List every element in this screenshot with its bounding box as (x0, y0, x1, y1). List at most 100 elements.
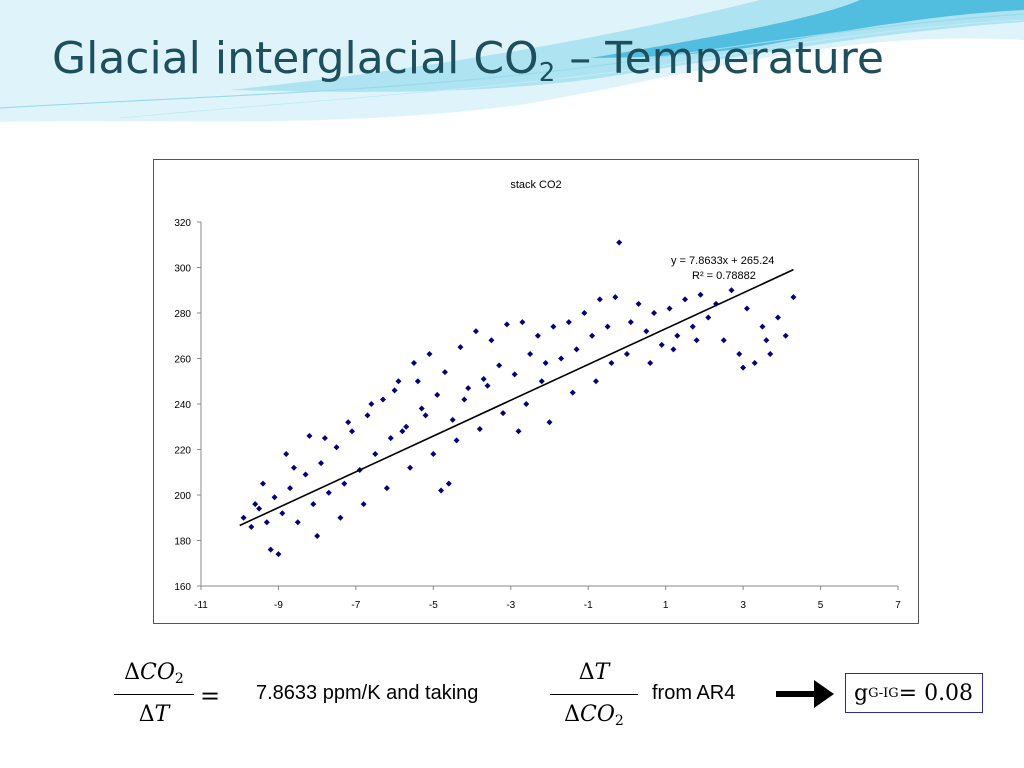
data-point (643, 328, 650, 335)
data-point (418, 405, 425, 412)
dco2-dt-fraction: ΔCO2 ΔT (114, 658, 194, 738)
data-point (391, 387, 398, 394)
data-point (697, 291, 704, 298)
trendline-r2: R² = 0.78882 (692, 270, 756, 282)
sensitivity-value: 7.8633 ppm/K and taking (256, 682, 479, 704)
fraction-denominator: ΔT (138, 702, 170, 727)
data-point (558, 355, 565, 362)
data-point (596, 296, 603, 303)
data-point (527, 350, 534, 357)
fraction-denominator: ΔCO2 (564, 702, 624, 729)
y-axis-ticks: 160 180 200 220 240 260 280 300 320 (174, 218, 201, 593)
data-point (736, 350, 743, 357)
data-point (383, 485, 390, 492)
data-point (515, 428, 522, 435)
fraction-numerator: ΔT (578, 660, 610, 685)
slide-title: Glacial interglacial CO2 – Temperature (52, 33, 884, 88)
right-arrow-icon (776, 680, 834, 708)
data-point (534, 332, 541, 339)
chart-canvas: stack CO2 160 180 200 220 240 260 280 300 320 -1… (174, 179, 901, 611)
data-point (627, 319, 634, 326)
x-tick-label: -1 (584, 600, 593, 611)
data-point (434, 391, 441, 398)
data-point (294, 519, 301, 526)
header-wave-line (0, 13, 1024, 109)
data-point (519, 319, 526, 326)
data-point (484, 382, 491, 389)
data-point (453, 437, 460, 444)
data-point (774, 314, 781, 321)
data-point (635, 300, 642, 307)
data-point (441, 369, 448, 376)
data-point (364, 412, 371, 419)
data-point (445, 480, 452, 487)
x-tick-label: -5 (429, 600, 438, 611)
data-point (410, 360, 417, 367)
y-tick-label: 180 (174, 537, 191, 548)
fraction-bar (550, 694, 638, 695)
data-point (465, 385, 472, 392)
y-tick-label: 280 (174, 309, 191, 320)
data-point (399, 428, 406, 435)
data-point (368, 401, 375, 407)
scatter-chart: stack CO2 160 180 200 220 240 260 280 300 320 -1… (153, 159, 919, 624)
y-tick-label: 220 (174, 446, 191, 457)
y-tick-label: 200 (174, 491, 191, 502)
data-point (321, 435, 328, 442)
data-point (550, 323, 557, 330)
y-tick-label: 260 (174, 355, 191, 366)
data-point (259, 480, 266, 487)
data-point (252, 501, 259, 508)
data-point (790, 294, 797, 301)
data-point (674, 332, 681, 339)
x-tick-label: -9 (274, 600, 283, 611)
data-point (542, 360, 549, 367)
fraction-numerator: ΔCO2 (124, 660, 184, 687)
y-tick-label: 240 (174, 400, 191, 411)
data-point (422, 412, 429, 419)
data-point (763, 337, 770, 344)
data-point (623, 350, 630, 357)
x-tick-label: 1 (663, 600, 669, 611)
data-point (476, 426, 483, 433)
data-point (767, 350, 774, 357)
data-point (387, 435, 394, 442)
data-point (751, 360, 758, 367)
data-point (670, 346, 677, 353)
data-point (658, 341, 665, 348)
x-tick-label: 7 (895, 600, 901, 611)
data-point (728, 287, 735, 294)
data-point (379, 396, 386, 403)
data-point (782, 332, 789, 339)
data-point (581, 310, 588, 316)
data-point (395, 378, 402, 385)
data-point (689, 323, 696, 330)
x-tick-label: -3 (506, 600, 515, 611)
data-point (279, 510, 286, 517)
data-point (743, 305, 750, 312)
data-point (720, 337, 727, 344)
data-point (271, 494, 278, 501)
data-point (430, 451, 437, 458)
data-point (740, 364, 747, 371)
data-point (705, 314, 712, 321)
y-tick-label: 160 (174, 582, 191, 593)
data-point (325, 489, 332, 496)
data-point (616, 239, 623, 246)
fraction-bar (114, 694, 194, 695)
data-point (426, 350, 433, 357)
data-point (360, 501, 367, 508)
data-point (500, 410, 507, 417)
data-point (372, 451, 379, 458)
data-point (511, 371, 518, 378)
data-point (287, 485, 294, 492)
data-point (682, 296, 689, 303)
data-point (461, 396, 468, 403)
data-point (248, 523, 255, 530)
data-point (693, 337, 700, 344)
equals-sign: = (200, 682, 221, 710)
data-point (349, 428, 356, 435)
data-point (314, 532, 321, 539)
data-point (496, 362, 503, 369)
